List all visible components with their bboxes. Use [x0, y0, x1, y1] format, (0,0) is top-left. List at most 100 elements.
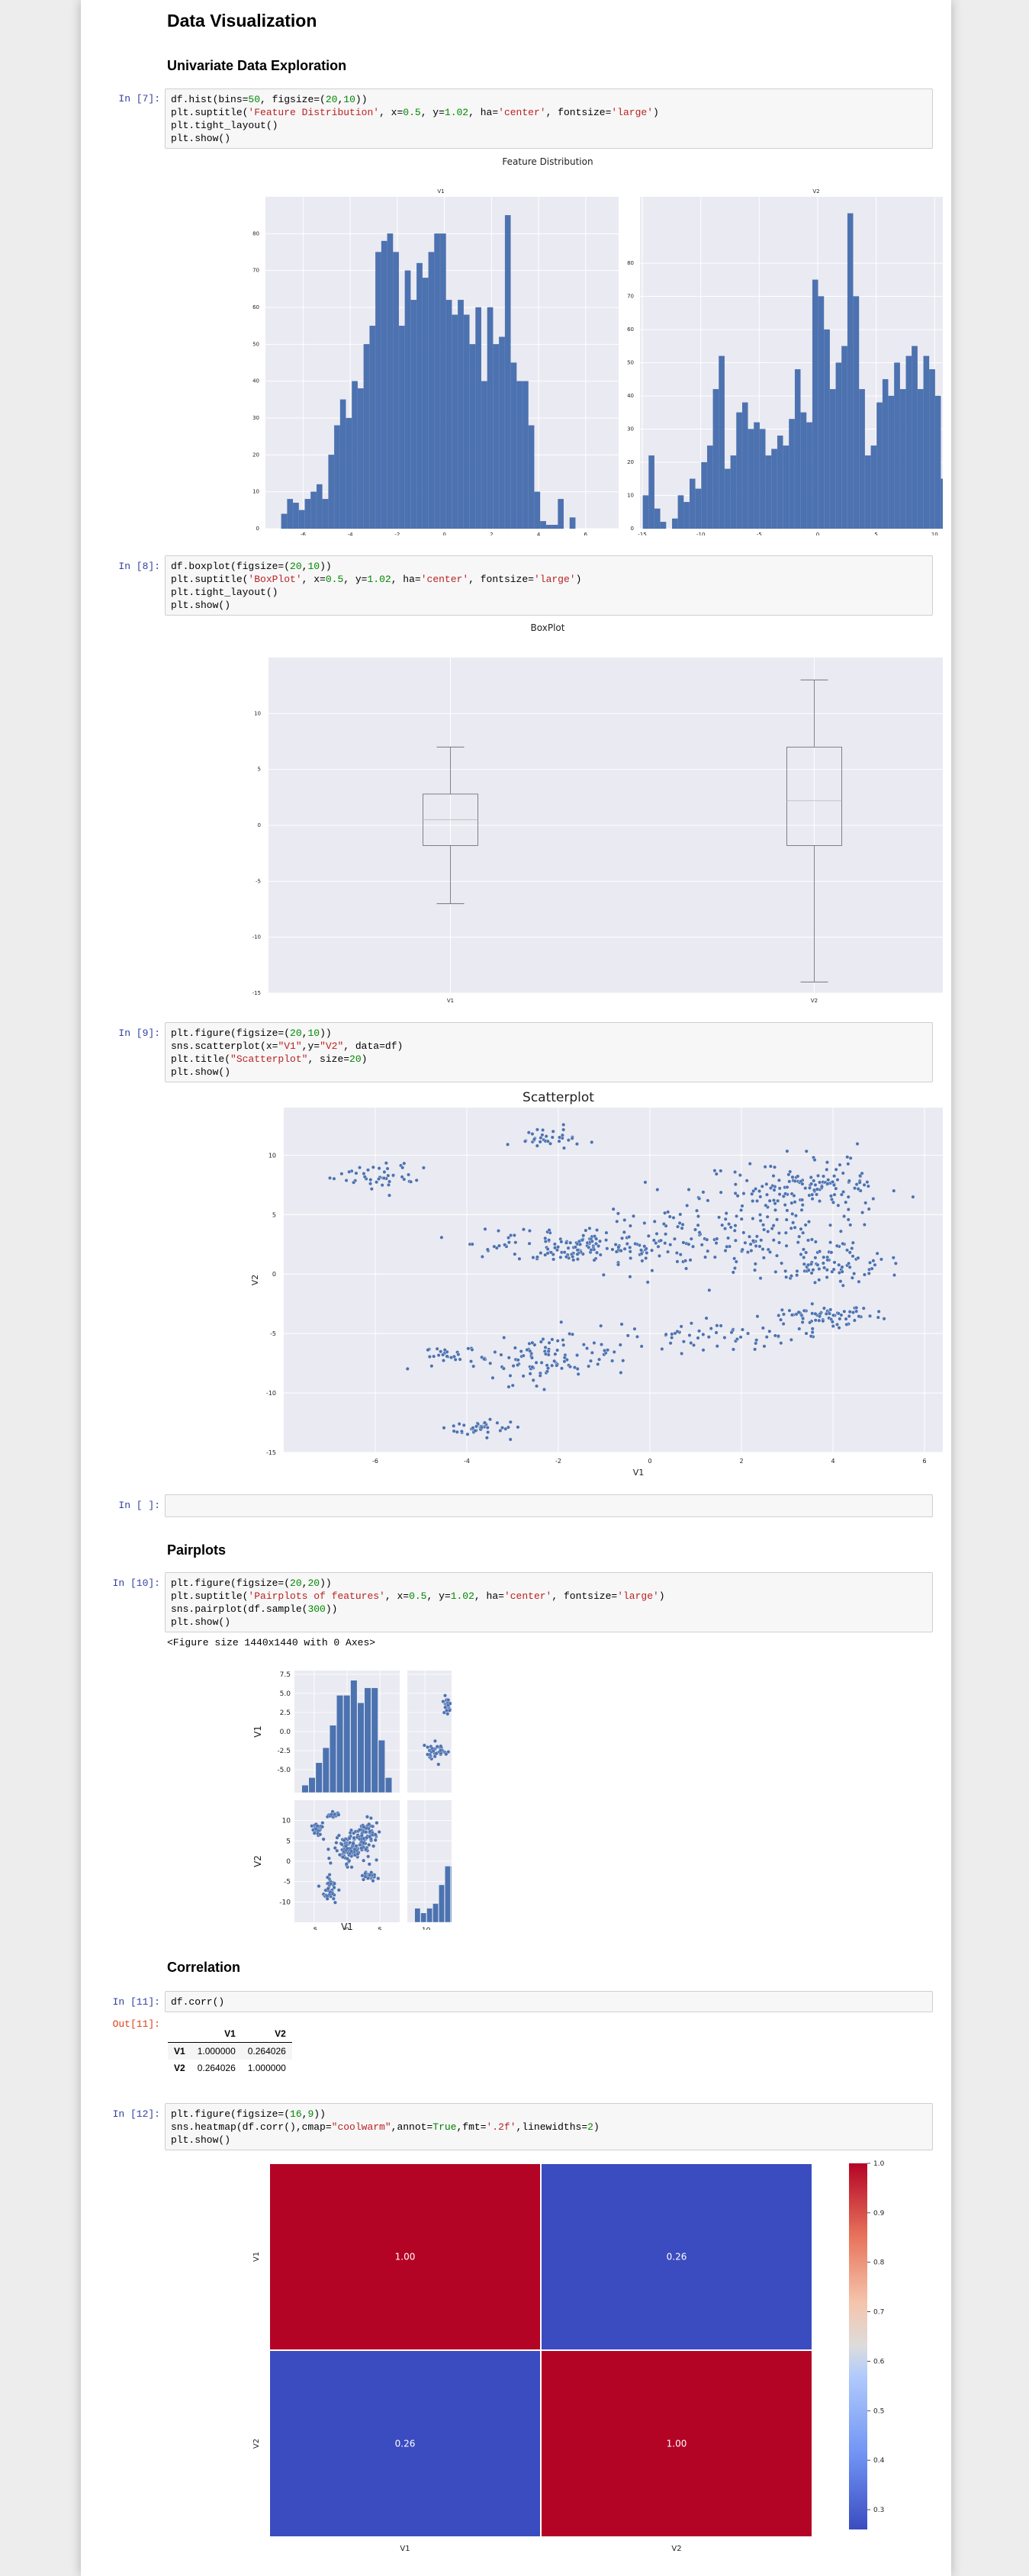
code-token: plt.suptitle( [171, 574, 249, 585]
code-cell-boxplot[interactable]: df.boxplot(figsize=(20,10)) plt.suptitle(… [165, 555, 933, 616]
scatter-point [362, 1858, 366, 1863]
scatter-point [362, 1877, 365, 1882]
scatter-point [787, 1179, 792, 1184]
scatter-point [761, 1256, 766, 1260]
scatter-point [625, 1333, 630, 1338]
code-line: df.boxplot(figsize=(20,10)) [171, 560, 927, 573]
histogram-bar [358, 388, 364, 529]
scatter-point [696, 1214, 700, 1219]
scatter-point [860, 1211, 865, 1215]
scatter-point [531, 1378, 535, 1382]
scatter-point [564, 1358, 569, 1362]
scatter-point [559, 1240, 564, 1244]
colorbar-tick-label: 0.4 [873, 2457, 885, 2465]
empty-code-cell[interactable] [165, 1494, 933, 1517]
code-token: "coolwarm" [331, 2121, 391, 2133]
scatter-point [550, 1135, 555, 1140]
code-token: 0.5 [325, 574, 344, 585]
scatter-point [687, 1333, 692, 1337]
scatter-point [597, 1357, 602, 1362]
scatter-point [551, 1253, 555, 1257]
scatter-point [519, 1349, 523, 1354]
histogram-bar [469, 344, 476, 529]
scatter-point [628, 1249, 632, 1254]
scatter-point [800, 1198, 805, 1202]
code-cell-pairplot[interactable]: plt.figure(figsize=(20,20)) plt.suptitle(… [165, 1572, 933, 1632]
scatter-point [781, 1194, 786, 1198]
scatter-point [527, 1241, 532, 1246]
scatter-point [764, 1192, 769, 1197]
scatter-point [538, 1140, 542, 1144]
scatter-point [765, 1214, 770, 1219]
scatter-point [825, 1160, 829, 1165]
scatter-point [558, 1255, 563, 1259]
scatter-point [744, 1179, 749, 1183]
histogram-bar [794, 369, 801, 529]
scatter-point [838, 1229, 843, 1233]
scatter-point [671, 1215, 676, 1220]
scatter-point [733, 1224, 738, 1228]
code-token: 'center' [503, 1590, 552, 1602]
scatter-point [441, 1700, 445, 1704]
scatter-point [382, 1175, 387, 1180]
scatter-point [362, 1175, 367, 1179]
scatter-point [813, 1256, 818, 1260]
code-token: df.corr() [171, 1996, 225, 2008]
scatter-point [775, 1253, 780, 1258]
histogram-bar [859, 389, 865, 529]
scatter-point [670, 1336, 674, 1340]
scatter-point [666, 1210, 670, 1214]
scatter-point [709, 1327, 713, 1331]
scatter-point [642, 1244, 647, 1249]
scatter-point [601, 1272, 606, 1277]
code-cell-heatmap[interactable]: plt.figure(figsize=(16,9)) sns.heatmap(df… [165, 2103, 933, 2150]
histogram-bar [759, 429, 766, 529]
scatter-point [871, 1259, 876, 1263]
histogram-bar [310, 491, 317, 529]
scatter-point [876, 1315, 880, 1320]
scatter-point [590, 1239, 594, 1243]
table-row: V2 0.264026 1.000000 [168, 2060, 292, 2076]
cell-prompt: In [11]: [112, 1996, 160, 2008]
scatter-point [828, 1223, 833, 1227]
code-line: plt.show() [171, 1616, 927, 1629]
scatter-axes: -15 -10 -5 0 5 10 -6 -4 -2 0 2 4 6 V1 V2 [250, 1108, 943, 1478]
code-token: ) [653, 107, 659, 118]
scatter-point [740, 1204, 744, 1208]
code-line: plt.show() [171, 2134, 927, 2147]
scatter-point [852, 1272, 857, 1276]
scatter-point [495, 1420, 500, 1425]
histogram-bar [322, 499, 329, 529]
scatter-point [445, 1712, 450, 1716]
scatter-point [867, 1271, 871, 1275]
histogram-bar [545, 525, 552, 529]
histogram-bar [672, 518, 678, 529]
scatter-point [568, 1365, 572, 1369]
pairplot-hist-bar [357, 1703, 365, 1793]
code-token: plt.figure(figsize=( [171, 2108, 291, 2120]
scatter-point [561, 1127, 566, 1132]
scatter-point [777, 1192, 782, 1197]
code-token: 1.02 [367, 574, 391, 585]
box [786, 746, 842, 846]
scatter-point [850, 1246, 854, 1251]
code-cell-hist[interactable]: df.hist(bins=50, figsize=(20,10)) plt.sup… [165, 88, 933, 149]
pairplot-hist-bar [420, 1912, 427, 1923]
scatter-point [576, 1372, 580, 1376]
scatter-point [846, 1195, 851, 1199]
x-tick-label: 0 [345, 1927, 349, 1930]
code-cell-scatter[interactable]: plt.figure(figsize=(20,10)) sns.scatterpl… [165, 1022, 933, 1082]
histogram-bar [818, 296, 825, 529]
scatter-point [766, 1229, 770, 1233]
scatter-point [375, 1821, 379, 1825]
scatter-point [796, 1240, 800, 1245]
scatter-point [792, 1193, 796, 1198]
scatter-point [506, 1240, 511, 1245]
code-token: , size= [307, 1053, 350, 1065]
scatter-point [469, 1359, 474, 1364]
code-cell-corr[interactable]: df.corr() [165, 1991, 933, 2012]
histogram-bar [551, 525, 558, 529]
scatter-point [487, 1417, 492, 1422]
section-heading-pairplots: Pairplots [167, 1542, 227, 1558]
y-tick-label: 30 [252, 415, 259, 421]
